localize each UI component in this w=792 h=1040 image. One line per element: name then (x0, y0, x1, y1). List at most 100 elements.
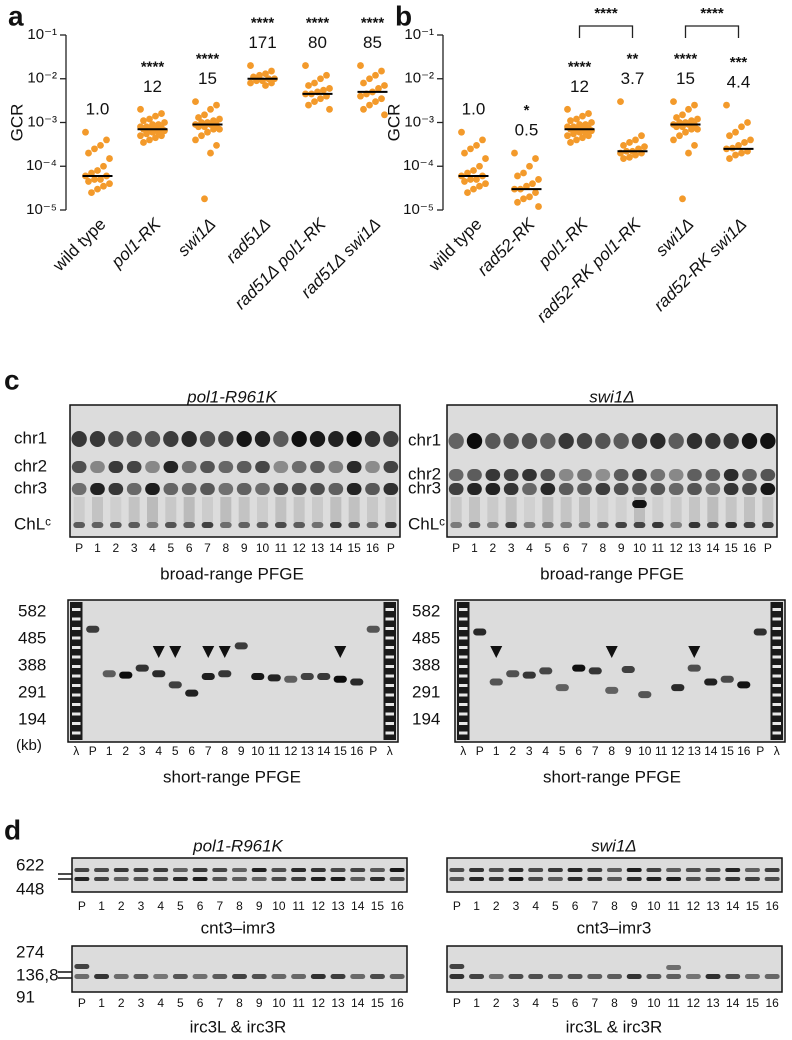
lane-label: 4 (149, 541, 156, 555)
x-tick-label: swi1Δ (174, 215, 220, 261)
gel-band (540, 433, 556, 449)
fold-label: 3.7 (621, 69, 645, 88)
marker-band (385, 703, 394, 706)
gel-band (473, 628, 487, 636)
marker-band (385, 636, 394, 640)
lane-label: 4 (542, 744, 549, 758)
significance: **** (306, 15, 330, 32)
gel-smear (367, 497, 378, 522)
gel-band (469, 877, 485, 881)
x-tick-label: rad52-RK (474, 214, 539, 279)
gel-band (108, 431, 124, 447)
lane-label: 2 (112, 541, 119, 555)
gel-smear (312, 497, 323, 522)
gel-band (742, 469, 757, 481)
gel-smear (670, 497, 682, 522)
gel-band (503, 469, 519, 481)
gel-band (467, 469, 482, 481)
panel-label: b (395, 0, 412, 31)
gel-band (144, 431, 161, 447)
data-point (735, 141, 742, 149)
data-point (585, 110, 592, 117)
gel-smear (560, 497, 572, 522)
y-axis-label: GCR (384, 104, 403, 142)
gel-band (366, 522, 379, 528)
gel-band (172, 974, 188, 979)
gel-band (503, 433, 519, 449)
lane-label: P (369, 744, 377, 758)
gel-band (328, 431, 344, 447)
size-label: 388 (412, 655, 440, 674)
lane-label: 15 (334, 744, 348, 758)
data-point (94, 185, 101, 193)
gel-band (309, 431, 326, 447)
gel-band (587, 877, 603, 881)
data-point (357, 62, 364, 69)
gel-band (218, 461, 234, 473)
data-point (103, 136, 110, 144)
marker-band (72, 665, 81, 668)
size-label: 582 (412, 601, 440, 620)
gel-band (626, 868, 642, 872)
gel-band (73, 522, 86, 528)
gel-band (764, 868, 780, 872)
lane-label: 3 (526, 744, 533, 758)
lane-label: 11 (275, 541, 288, 555)
gel-band (389, 877, 405, 881)
gel-band (236, 431, 252, 447)
lane-label: 10 (272, 996, 286, 1010)
gel-band (200, 483, 215, 495)
arrowhead (152, 646, 165, 658)
gel-caption: irc3L & irc3R (566, 1017, 663, 1036)
data-point (195, 114, 202, 121)
gel-band (291, 483, 307, 495)
lane-label: λ (387, 744, 393, 758)
gel-smear (330, 497, 342, 522)
gel-band (607, 877, 622, 881)
lane-label: 12 (284, 744, 298, 758)
data-point (198, 132, 205, 140)
y-tick-label: 10⁻¹ (404, 26, 434, 43)
gel-band (720, 675, 734, 683)
gel-band (488, 974, 504, 979)
gel-band (488, 877, 504, 881)
chromosome-label: chr3 (14, 478, 47, 497)
lane-label: 11 (268, 744, 281, 758)
lane-label: 7 (205, 744, 212, 758)
marker-band (72, 684, 81, 687)
data-point (320, 86, 327, 94)
gel-band (742, 483, 757, 495)
lane-label: 16 (390, 996, 404, 1010)
gel-band (685, 868, 701, 872)
marker-band (385, 674, 394, 678)
lane-label: 13 (301, 744, 315, 758)
gel-band (74, 877, 90, 881)
gel-smear (725, 497, 737, 522)
gel-band (192, 868, 208, 872)
gel-band (293, 522, 306, 528)
gel-band (135, 664, 149, 672)
y-tick-label: 10⁻¹ (27, 26, 57, 43)
gel (446, 857, 783, 893)
data-point (467, 145, 474, 153)
lane-label: 11 (667, 996, 680, 1010)
data-point (691, 101, 698, 109)
gel-band (366, 625, 380, 633)
gel-caption: short-range PFGE (543, 767, 681, 786)
gel-band (102, 670, 116, 678)
gel-band (330, 974, 346, 979)
gel-band (384, 522, 397, 528)
lane-label: 13 (311, 541, 325, 555)
gel-band (300, 672, 314, 680)
lane-label: 11 (667, 899, 680, 913)
gel-band (251, 974, 267, 979)
gel-band (200, 461, 215, 473)
lane-label: λ (73, 744, 79, 758)
data-point (691, 141, 698, 149)
data-point (476, 162, 483, 170)
gel-band (595, 433, 611, 449)
gel-smear (524, 497, 535, 522)
lane-label: 4 (532, 996, 539, 1010)
gel-band (94, 877, 110, 881)
